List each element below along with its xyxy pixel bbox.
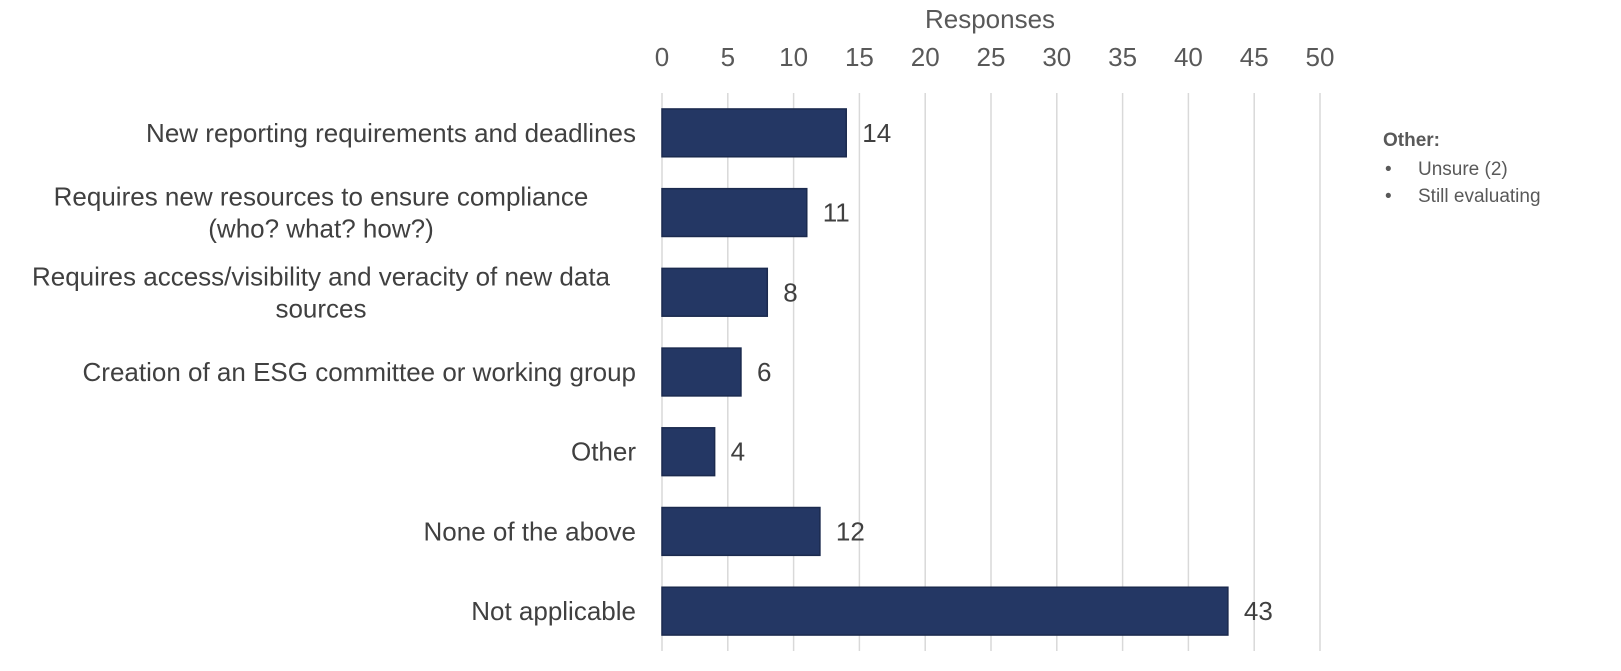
- other-note-item-text: Still evaluating: [1418, 186, 1541, 207]
- x-tick-label: 50: [1306, 42, 1335, 72]
- bar: [661, 267, 769, 317]
- x-tick-label: 15: [845, 42, 874, 72]
- other-note-item-text: Unsure (2): [1418, 159, 1508, 180]
- other-note-title: Other:: [1383, 130, 1440, 151]
- data-label: 12: [836, 516, 865, 546]
- bar: [661, 347, 742, 397]
- x-tick-label: 10: [779, 42, 808, 72]
- x-tick-label: 5: [721, 42, 735, 72]
- other-note-item: • Unsure (2): [1383, 156, 1613, 183]
- bars: [661, 108, 1229, 636]
- data-label: 4: [731, 437, 745, 467]
- category-label: Creation of an ESG committee or working …: [83, 357, 636, 387]
- category-label: Other: [571, 437, 636, 467]
- data-label: 43: [1244, 596, 1273, 626]
- x-tick-label: 0: [655, 42, 669, 72]
- x-tick-label: 25: [977, 42, 1006, 72]
- bar: [661, 187, 808, 238]
- bullet-icon: •: [1385, 159, 1392, 180]
- x-tick-label: 40: [1174, 42, 1203, 72]
- x-tick-label: 35: [1108, 42, 1137, 72]
- x-tick-label: 45: [1240, 42, 1269, 72]
- category-label: New reporting requirements and deadlines: [146, 118, 636, 148]
- category-label: Requires new resources to ensure complia…: [54, 182, 589, 244]
- bar: [661, 506, 821, 557]
- data-label: 14: [862, 118, 891, 148]
- data-label: 11: [823, 198, 850, 228]
- data-label: 6: [757, 357, 771, 387]
- bar: [661, 108, 847, 158]
- x-axis-title: Responses: [925, 4, 1055, 34]
- category-labels: New reporting requirements and deadlines…: [32, 118, 636, 626]
- gridlines: [661, 93, 1321, 651]
- data-labels: 14 11 8 6 4 12 43: [731, 118, 1273, 626]
- x-axis-ticks: 0 5 10 15 20 25 30 35 40 45 50: [655, 42, 1335, 72]
- x-tick-label: 30: [1042, 42, 1071, 72]
- category-label: Not applicable: [471, 596, 636, 626]
- bullet-icon: •: [1385, 186, 1392, 207]
- bar: [661, 427, 716, 477]
- other-note-item: • Still evaluating: [1383, 183, 1613, 210]
- bar: [661, 586, 1229, 636]
- category-label: None of the above: [424, 516, 637, 546]
- x-tick-label: 20: [911, 42, 940, 72]
- other-note: Other: • Unsure (2) • Still evaluating: [1383, 130, 1613, 210]
- other-note-list: • Unsure (2) • Still evaluating: [1383, 156, 1613, 210]
- data-label: 8: [783, 277, 797, 307]
- category-label: Requires access/visibility and veracity …: [32, 261, 611, 323]
